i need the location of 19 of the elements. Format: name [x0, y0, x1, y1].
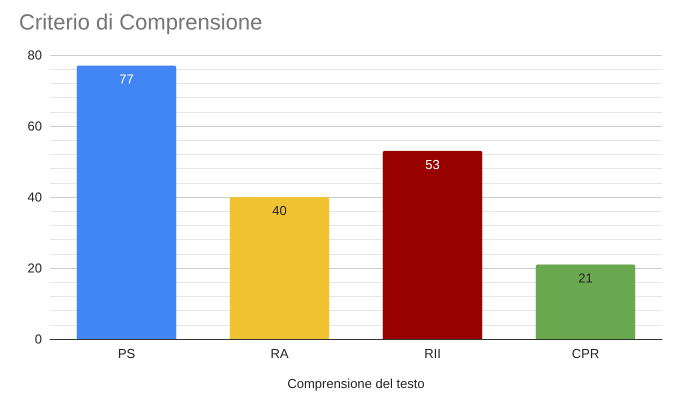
y-tick-label: 0 [34, 332, 42, 346]
bar [76, 66, 176, 339]
x-tick-label: RII [424, 346, 441, 361]
bar [230, 197, 330, 339]
data-label: 77 [119, 72, 134, 87]
data-label: 53 [425, 156, 440, 172]
y-tick-label: 20 [28, 260, 42, 276]
bar [536, 264, 636, 339]
y-tick-label: 40 [28, 190, 42, 204]
x-axis-title: Comprensione del testo [287, 376, 425, 391]
y-tick-label: 60 [28, 118, 42, 134]
data-label: 40 [272, 203, 287, 218]
x-tick-label: PS [118, 346, 136, 361]
y-tick-label: 80 [28, 48, 42, 62]
data-label: 21 [578, 270, 593, 286]
bar [382, 150, 482, 339]
chart-title: Criterio di Comprensione [19, 10, 262, 34]
x-tick-label: CPR [572, 346, 600, 361]
x-tick-label: RA [270, 346, 289, 361]
